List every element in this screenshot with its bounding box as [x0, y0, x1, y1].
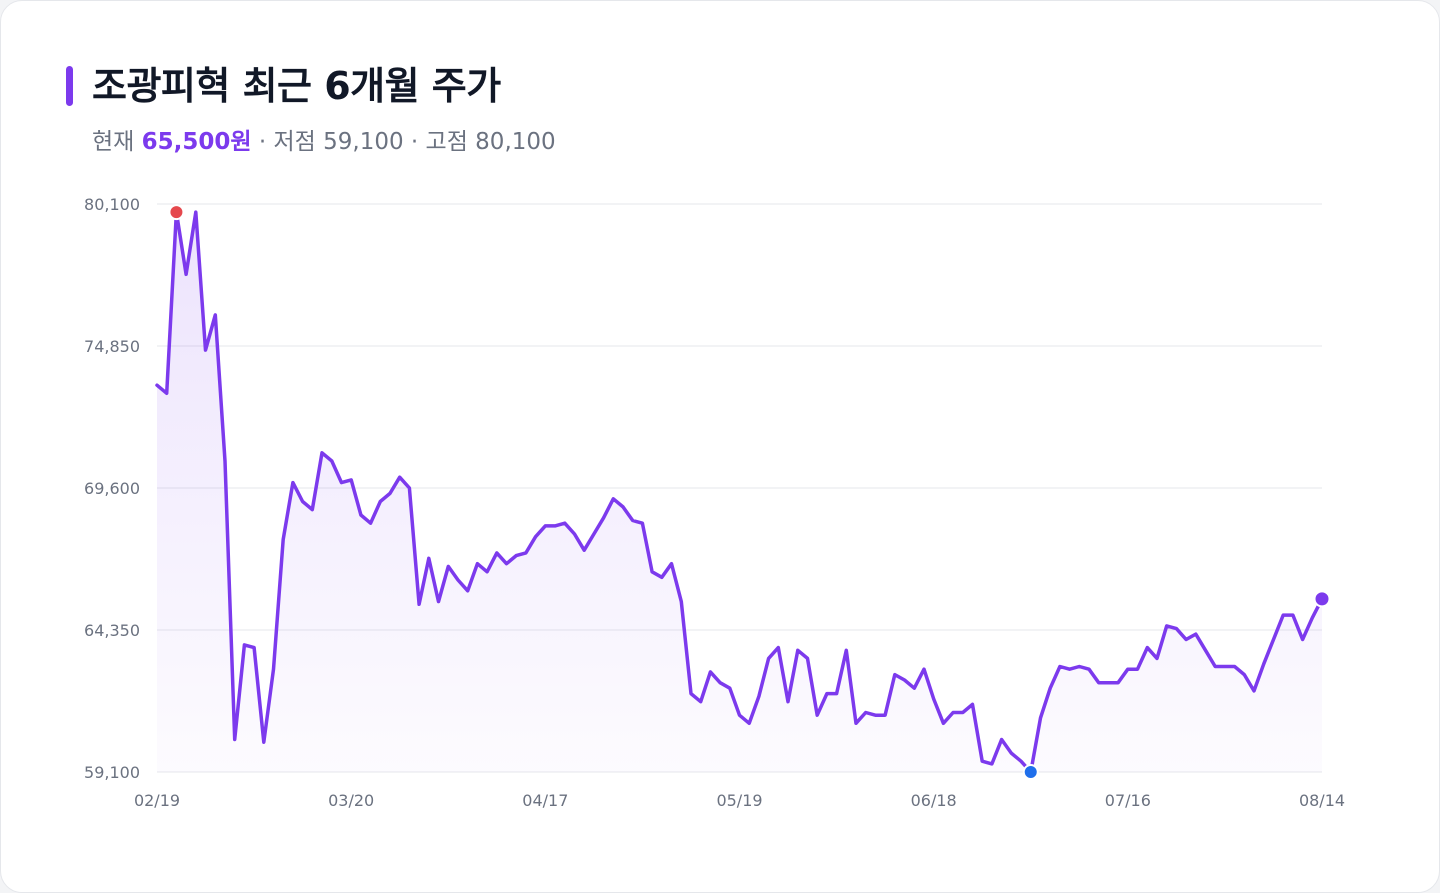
price-area [157, 212, 1322, 773]
current-price: 65,500원 [141, 129, 252, 155]
x-tick-label: 07/16 [1105, 791, 1151, 810]
current-label: 현재 [92, 129, 135, 155]
price-summary: 현재 65,500원 · 저점 59,100 · 고점 80,100 [92, 126, 556, 158]
x-tick-label: 04/17 [522, 791, 568, 810]
y-tick-label: 59,100 [84, 763, 140, 782]
price-markers [168, 204, 1331, 780]
y-axis-ticks: 59,100 64,350 69,600 74,850 80,100 [84, 195, 140, 782]
current-point-marker [1313, 590, 1331, 608]
x-tick-label: 05/19 [716, 791, 762, 810]
y-tick-label: 80,100 [84, 195, 140, 214]
x-axis-ticks: 02/19 03/20 04/17 05/19 06/18 07/16 08/14 [134, 791, 1345, 810]
y-tick-label: 69,600 [84, 479, 140, 498]
low-price: · 저점 59,100 [258, 129, 404, 155]
x-tick-label: 03/20 [328, 791, 374, 810]
y-tick-label: 74,850 [84, 337, 140, 356]
high-price: · 고점 80,100 [410, 129, 556, 155]
x-tick-label: 06/18 [911, 791, 957, 810]
x-tick-label: 02/19 [134, 791, 180, 810]
high-point-marker [168, 204, 185, 221]
price-line [155, 210, 1324, 774]
y-tick-label: 64,350 [84, 621, 140, 640]
low-point-marker [1022, 764, 1039, 780]
title-accent-bar [66, 66, 73, 106]
x-tick-label: 08/14 [1299, 791, 1345, 810]
chart-title: 조광피혁 최근 6개월 주가 [92, 64, 501, 108]
